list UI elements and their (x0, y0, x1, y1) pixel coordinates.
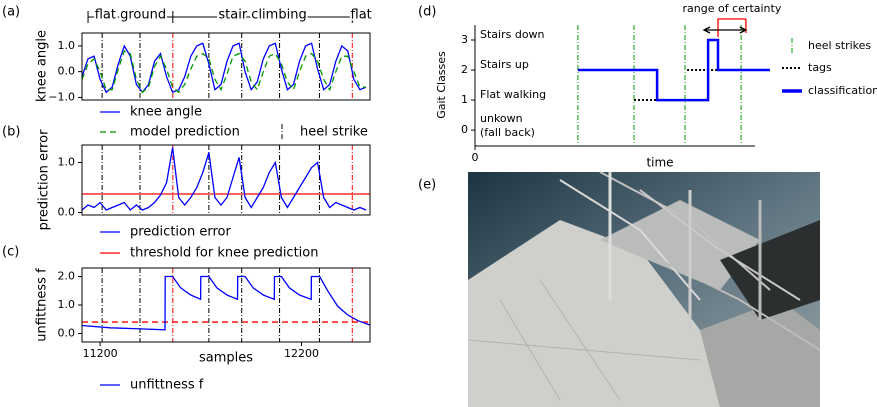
y-tick-label: 1.0 (58, 298, 76, 311)
class-label: Stairs down (480, 28, 545, 41)
certainty-bracket (717, 18, 747, 37)
y-axis-label: knee angle (35, 30, 50, 102)
legend-label: tags (808, 61, 832, 74)
x-axis-label: time (646, 156, 673, 170)
y-tick-label: 0.0 (58, 65, 76, 78)
data-line (81, 42, 367, 94)
photo (467, 171, 821, 407)
legend-label: unfittness f (130, 378, 204, 393)
y-tick-label: 1.0 (58, 39, 76, 52)
data-line (81, 50, 366, 94)
y-tick-label: 1 (461, 93, 468, 106)
plot-frame (81, 267, 371, 343)
legend-label: heel strikes (808, 39, 871, 52)
panel-label: (e) (418, 178, 436, 193)
plot-frame (81, 32, 371, 101)
y-tick-label: 0.0 (58, 206, 76, 219)
data-line (81, 275, 370, 331)
segment-label: flat (351, 8, 372, 23)
legend-label: prediction error (130, 225, 231, 240)
plot-frame (81, 144, 371, 216)
class-label: Flat walking (480, 88, 546, 101)
y-tick-label: 1.0 (58, 156, 76, 169)
panel-label: (c) (2, 245, 19, 260)
y-tick-label: 0 (461, 123, 468, 136)
panel-label: (d) (418, 5, 436, 20)
y-tick-label: 3 (461, 33, 468, 46)
class-label: unkown (fall back) (480, 112, 535, 139)
legend-label: knee angle (130, 105, 202, 120)
y-tick-label: 0.0 (58, 326, 76, 339)
legend-label: threshold for knee prediction (130, 246, 318, 261)
legend-label: classification (808, 84, 877, 97)
segment-label: stair climbing (218, 8, 306, 23)
panel-label: (a) (2, 5, 20, 20)
certainty-label: range of certainty (683, 2, 782, 15)
x-tick-label: 11200 (83, 347, 118, 360)
certainty-arrow (702, 26, 748, 34)
legend-label: model prediction (130, 125, 240, 140)
y-axis-label: Gait Classes (435, 51, 448, 119)
segment-label: flat ground (95, 8, 166, 23)
y-tick-label: −1.0 (48, 90, 75, 103)
legend-label: heel strike (300, 125, 368, 140)
y-axis-label: unfittness f (35, 268, 50, 342)
x-tick-label: 0 (472, 151, 479, 164)
panel-label: (b) (2, 125, 20, 140)
classification-line (577, 38, 770, 102)
class-label: Stairs up (480, 58, 529, 71)
y-axis-label: prediction error (37, 129, 52, 230)
y-tick-label: 2.0 (58, 270, 76, 283)
x-tick-label: 12200 (284, 347, 319, 360)
data-line (81, 147, 367, 211)
y-tick-label: 2 (461, 63, 468, 76)
x-axis-label: samples (199, 351, 253, 366)
